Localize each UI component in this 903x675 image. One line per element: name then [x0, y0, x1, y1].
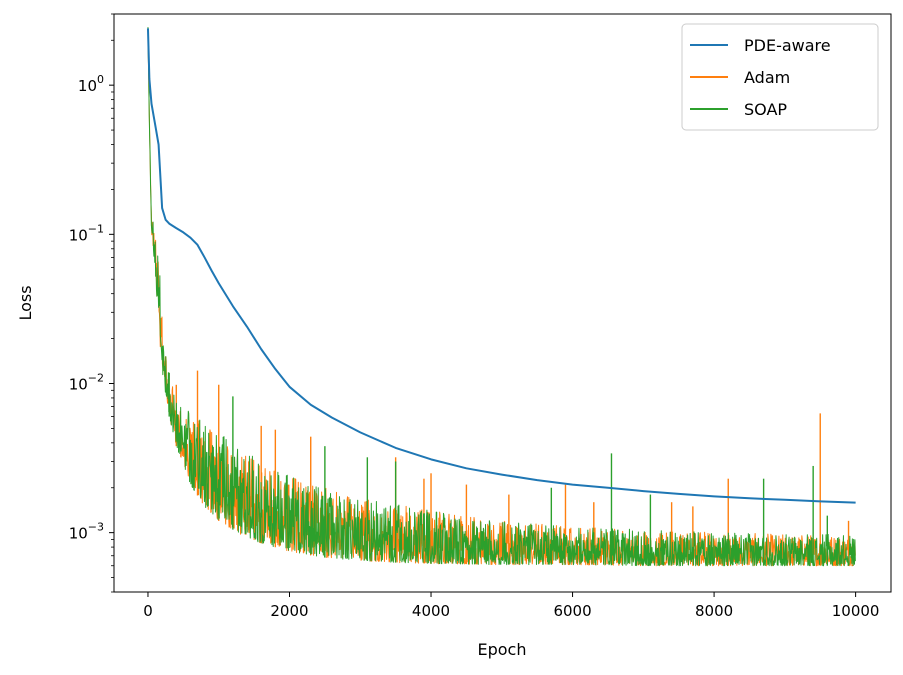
- series-soap: [147, 27, 856, 567]
- y-tick-label: 10−1: [69, 222, 104, 244]
- x-tick-label: 8000: [695, 602, 733, 620]
- legend-label: Adam: [744, 68, 790, 87]
- y-axis-label: Loss: [16, 285, 35, 320]
- y-axis: 10−3 10−2 10−1 100: [69, 13, 114, 593]
- x-tick-label: 4000: [412, 602, 450, 620]
- series-line: [146, 28, 856, 504]
- x-axis: 0 2000 4000 6000 8000 10000: [143, 592, 879, 620]
- x-tick-label: 10000: [832, 602, 880, 620]
- x-axis-label: Epoch: [478, 640, 527, 659]
- series-layer: [146, 27, 856, 567]
- series-pde-aware: [146, 28, 856, 504]
- legend: PDE-aware Adam SOAP: [681, 23, 879, 131]
- x-tick-label: 0: [143, 602, 153, 620]
- legend-label: SOAP: [744, 100, 787, 119]
- plot-frame: [113, 13, 892, 593]
- y-tick-label: 10−2: [69, 371, 104, 393]
- series-line: [147, 27, 856, 567]
- x-tick-label: 2000: [270, 602, 308, 620]
- legend-label: PDE-aware: [744, 36, 831, 55]
- y-tick-label: 10−3: [69, 521, 104, 543]
- y-tick-label: 100: [78, 73, 104, 95]
- legend-box: [681, 23, 879, 131]
- x-tick-label: 6000: [553, 602, 591, 620]
